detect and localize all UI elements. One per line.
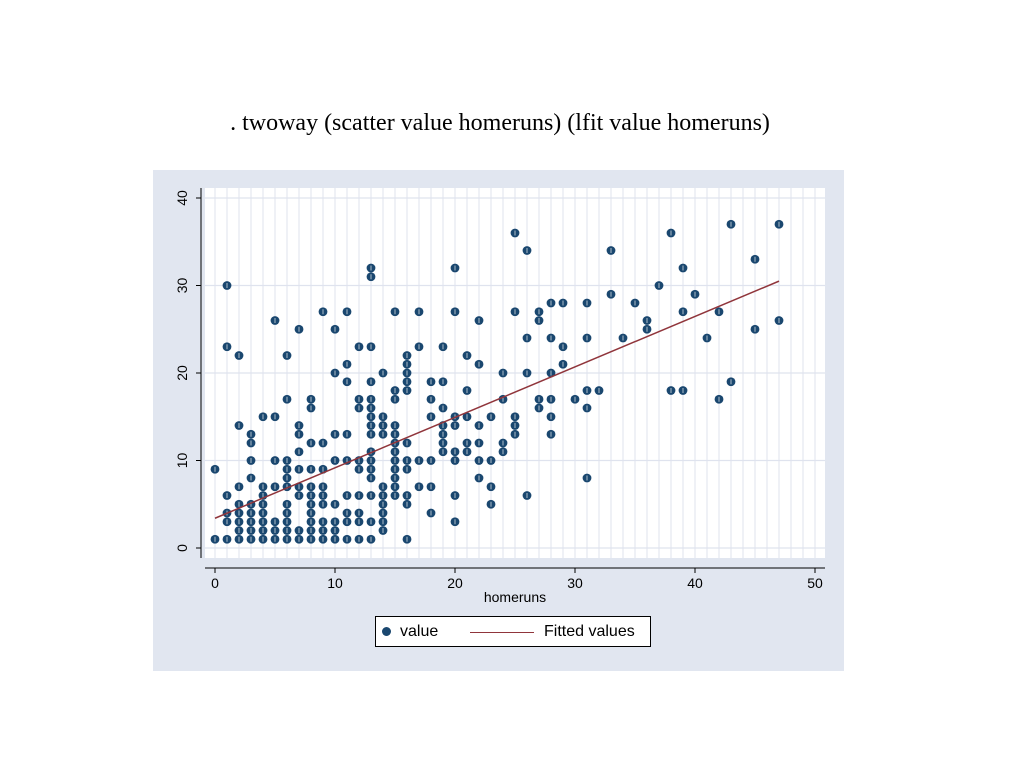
x-tick-label: 30 [567,575,583,591]
page-title: . twoway (scatter value homeruns) (lfit … [230,110,770,136]
scatter-plot: 0 10 20 30 40 50 0 10 20 30 40 homeruns [174,188,825,605]
legend-label-value: value [400,623,439,640]
legend-marker-value [382,627,391,636]
plot-layer: 0 10 20 30 40 50 0 10 20 30 40 [174,188,825,591]
legend-label-fitted: Fitted values [544,623,635,640]
legend-line-fitted [470,632,534,633]
x-tick-label: 10 [327,575,343,591]
x-tick-label: 40 [687,575,703,591]
y-tick-label: 30 [174,278,190,294]
x-tick-label: 20 [447,575,463,591]
legend: value Fitted values [375,616,651,647]
x-tick-label: 50 [807,575,823,591]
y-tick-label: 0 [174,544,190,552]
y-tick-label: 10 [174,453,190,469]
y-tick-label: 20 [174,365,190,381]
y-tick-label: 40 [174,190,190,206]
x-axis-label: homeruns [484,589,546,605]
x-tick-label: 0 [211,575,219,591]
fitted-line [214,280,780,519]
graph-region: 0 10 20 30 40 50 0 10 20 30 40 homeruns value Fitt… [153,170,844,671]
